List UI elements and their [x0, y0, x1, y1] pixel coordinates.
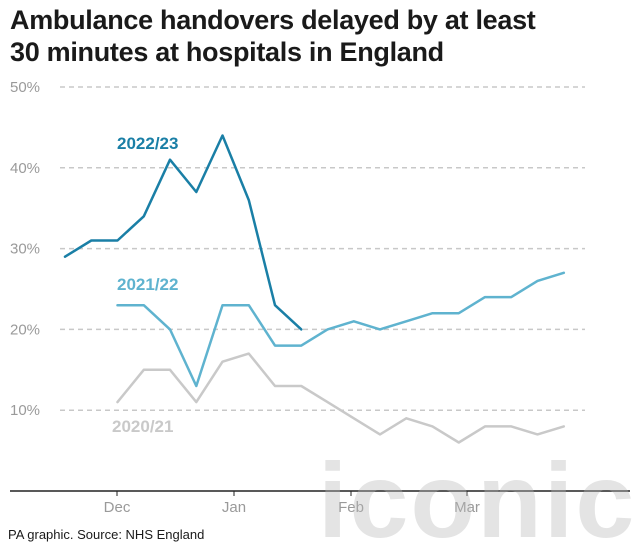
x-tick-label: Mar [454, 499, 480, 516]
series-label-2020-21: 2020/21 [112, 417, 173, 436]
series-label-2022-23: 2022/23 [117, 134, 178, 153]
y-tick-label: 20% [10, 321, 40, 338]
y-tick-label: 30% [10, 241, 40, 258]
iconic-watermark: iconic [318, 442, 637, 560]
y-tick-label: 40% [10, 160, 40, 177]
x-tick-label: Dec [104, 499, 131, 516]
chart-title-line-1: Ambulance handovers delayed by at least [10, 5, 536, 35]
y-tick-label: 50% [10, 79, 40, 96]
y-tick-label: 10% [10, 402, 40, 419]
x-tick-label: Jan [222, 499, 246, 516]
chart-title: Ambulance handovers delayed by at least … [10, 4, 630, 68]
series-line-2022-23 [63, 134, 303, 331]
series-label-2021-22: 2021/22 [117, 275, 178, 294]
series-line-2020-21 [116, 352, 566, 444]
source-note: PA graphic. Source: NHS England [8, 527, 205, 542]
series-line-2021-22 [116, 271, 566, 388]
x-tick-label: Feb [338, 499, 364, 516]
chart-title-line-2: 30 minutes at hospitals in England [10, 37, 444, 67]
